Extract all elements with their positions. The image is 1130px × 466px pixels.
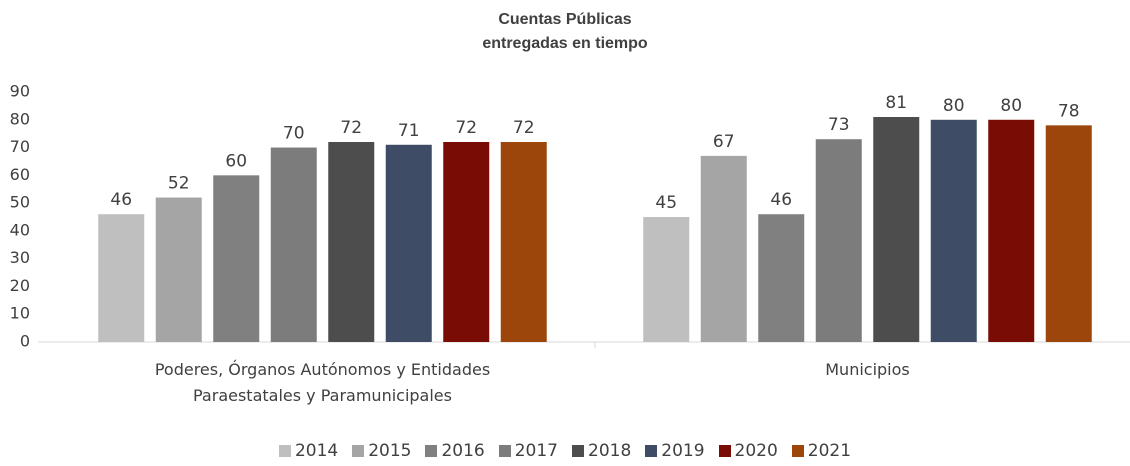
x-tick-label: Municipios: [825, 360, 910, 379]
legend-swatch: [572, 445, 584, 457]
legend-item: 2018: [572, 441, 631, 461]
bar: [155, 197, 202, 342]
bar: [500, 142, 547, 342]
x-tick-label: Poderes, Órganos Autónomos y Entidades P…: [154, 360, 491, 405]
legend-item: 2021: [791, 441, 852, 461]
value-label: 46: [110, 190, 132, 210]
bar: [988, 119, 1035, 343]
bar: [1045, 125, 1092, 342]
bar: [873, 117, 920, 342]
legend-label: 2019: [661, 441, 705, 461]
bar: [700, 155, 747, 342]
y-tick-label: 80: [10, 109, 30, 128]
legend-swatch: [352, 445, 365, 457]
legend-swatch: [718, 445, 731, 457]
legend-swatch: [278, 445, 291, 457]
y-tick-label: 20: [10, 276, 30, 295]
bar: [270, 147, 317, 342]
legend-item: 2016: [425, 441, 485, 461]
legend-label: 2018: [588, 441, 632, 461]
legend-label: 2020: [734, 441, 778, 461]
value-label: 71: [398, 121, 420, 141]
y-tick-label: 70: [10, 137, 30, 156]
legend-swatch: [425, 445, 438, 457]
y-tick-label: 10: [10, 304, 30, 323]
y-tick-label: 50: [10, 193, 30, 212]
legend-label: 2016: [441, 441, 485, 461]
bar: [213, 175, 260, 342]
legend-swatch: [791, 445, 804, 457]
legend-item: 2020: [718, 441, 778, 461]
bar: [815, 139, 862, 342]
legend-label: 2014: [294, 441, 339, 461]
legend-item: 2017: [498, 441, 558, 461]
value-label: 73: [828, 115, 850, 135]
value-label: 67: [713, 132, 735, 152]
value-label: 80: [1000, 96, 1022, 116]
y-tick-label: 40: [10, 220, 30, 239]
y-tick-label: 0: [20, 332, 30, 351]
bar: [930, 119, 977, 343]
y-tick-label: 90: [10, 82, 30, 101]
value-label: 60: [225, 151, 247, 171]
value-label: 81: [885, 93, 907, 113]
legend-label: 2017: [514, 441, 558, 461]
bar: [98, 214, 145, 342]
bar: [443, 142, 490, 342]
bar: [758, 214, 805, 342]
legend-swatch: [498, 445, 511, 457]
value-label: 46: [770, 190, 792, 210]
value-label: 78: [1058, 101, 1080, 121]
legend: 2014 2015 2016 2017 2018 2019 2020 2021: [0, 441, 1130, 461]
value-label: 80: [943, 96, 965, 116]
legend-item: 2014: [278, 441, 339, 461]
legend-item: 2015: [352, 441, 411, 461]
legend-label: 2021: [807, 441, 852, 461]
y-tick-label: 30: [10, 248, 30, 267]
legend-label: 2015: [368, 441, 412, 461]
chart-title: Cuentas Públicas entregadas en tiempo: [482, 11, 648, 52]
y-tick-label: 60: [10, 165, 30, 184]
bar: [328, 142, 375, 342]
bar: [643, 217, 690, 342]
value-label: 72: [455, 118, 477, 138]
legend-item: 2019: [645, 441, 705, 461]
legend-swatch: [645, 445, 658, 457]
value-label: 72: [340, 118, 362, 138]
value-label: 45: [655, 193, 677, 213]
value-label: 70: [283, 124, 305, 144]
bar: [385, 144, 432, 342]
value-label: 52: [168, 174, 190, 194]
value-label: 72: [513, 118, 535, 138]
